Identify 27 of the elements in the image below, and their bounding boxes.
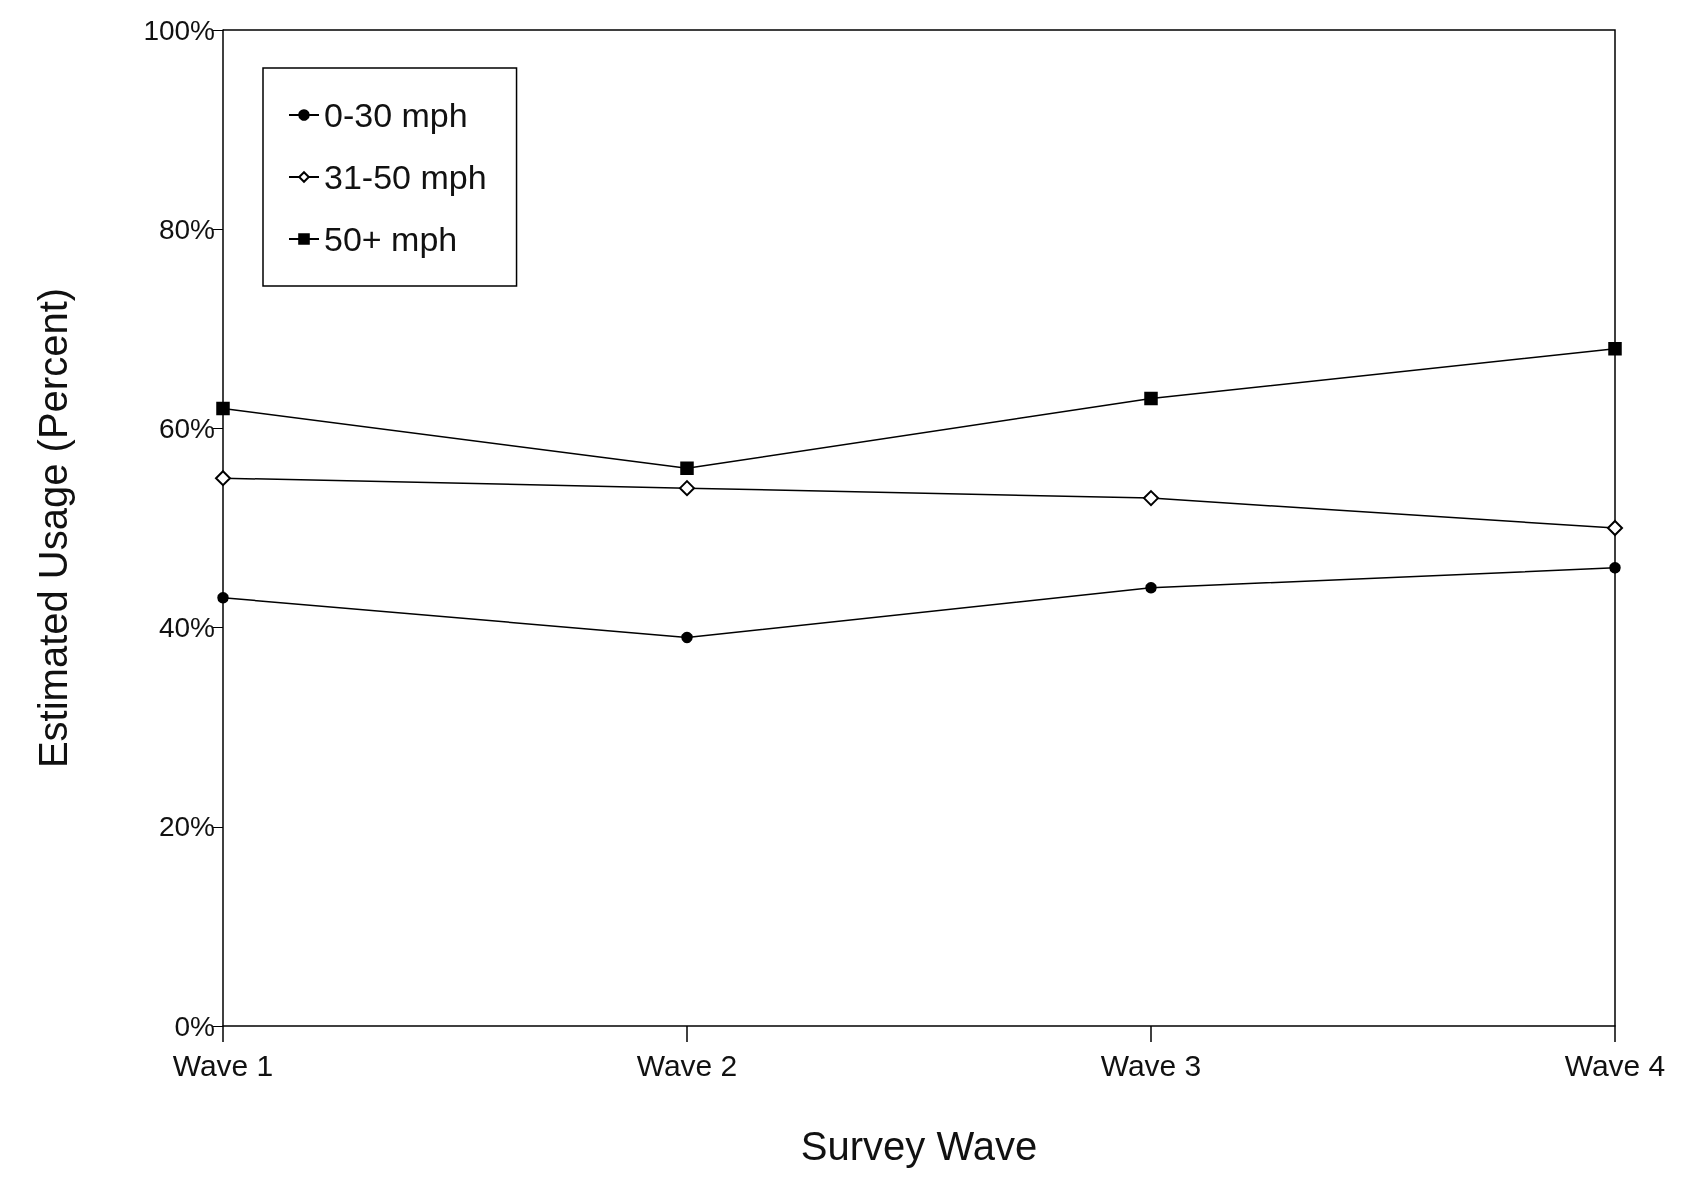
point	[1143, 490, 1159, 507]
point	[679, 480, 695, 497]
x-tick-label: Wave 3	[1100, 1048, 1202, 1082]
y-axis-title: Estimated Usage (Percent)	[31, 287, 75, 769]
point	[680, 461, 694, 475]
y-tick-label: 40%	[158, 612, 215, 644]
y-tick-label: 0%	[174, 1010, 215, 1042]
legend-label: 50+ mph	[324, 220, 458, 258]
point	[1145, 582, 1157, 594]
x-tick-label: Wave 2	[636, 1048, 738, 1082]
x-tick-label: Wave 4	[1564, 1048, 1666, 1082]
y-tick-label: 100%	[143, 14, 215, 46]
x-tick-label: Wave 1	[172, 1048, 274, 1082]
point	[1608, 341, 1622, 356]
y-tick-label: 20%	[158, 811, 215, 843]
y-tick-label: 80%	[158, 213, 215, 245]
point	[216, 401, 230, 416]
legend-label: 0-30 mph	[324, 96, 468, 134]
point	[1144, 391, 1158, 406]
point	[1609, 562, 1621, 574]
x-axis-title: Survey Wave	[800, 1124, 1038, 1168]
point	[215, 470, 231, 487]
point	[681, 631, 693, 644]
point	[1607, 520, 1623, 536]
y-tick-label: 60%	[158, 412, 215, 444]
point	[217, 591, 229, 604]
legend-label: 31-50 mph	[324, 158, 487, 196]
